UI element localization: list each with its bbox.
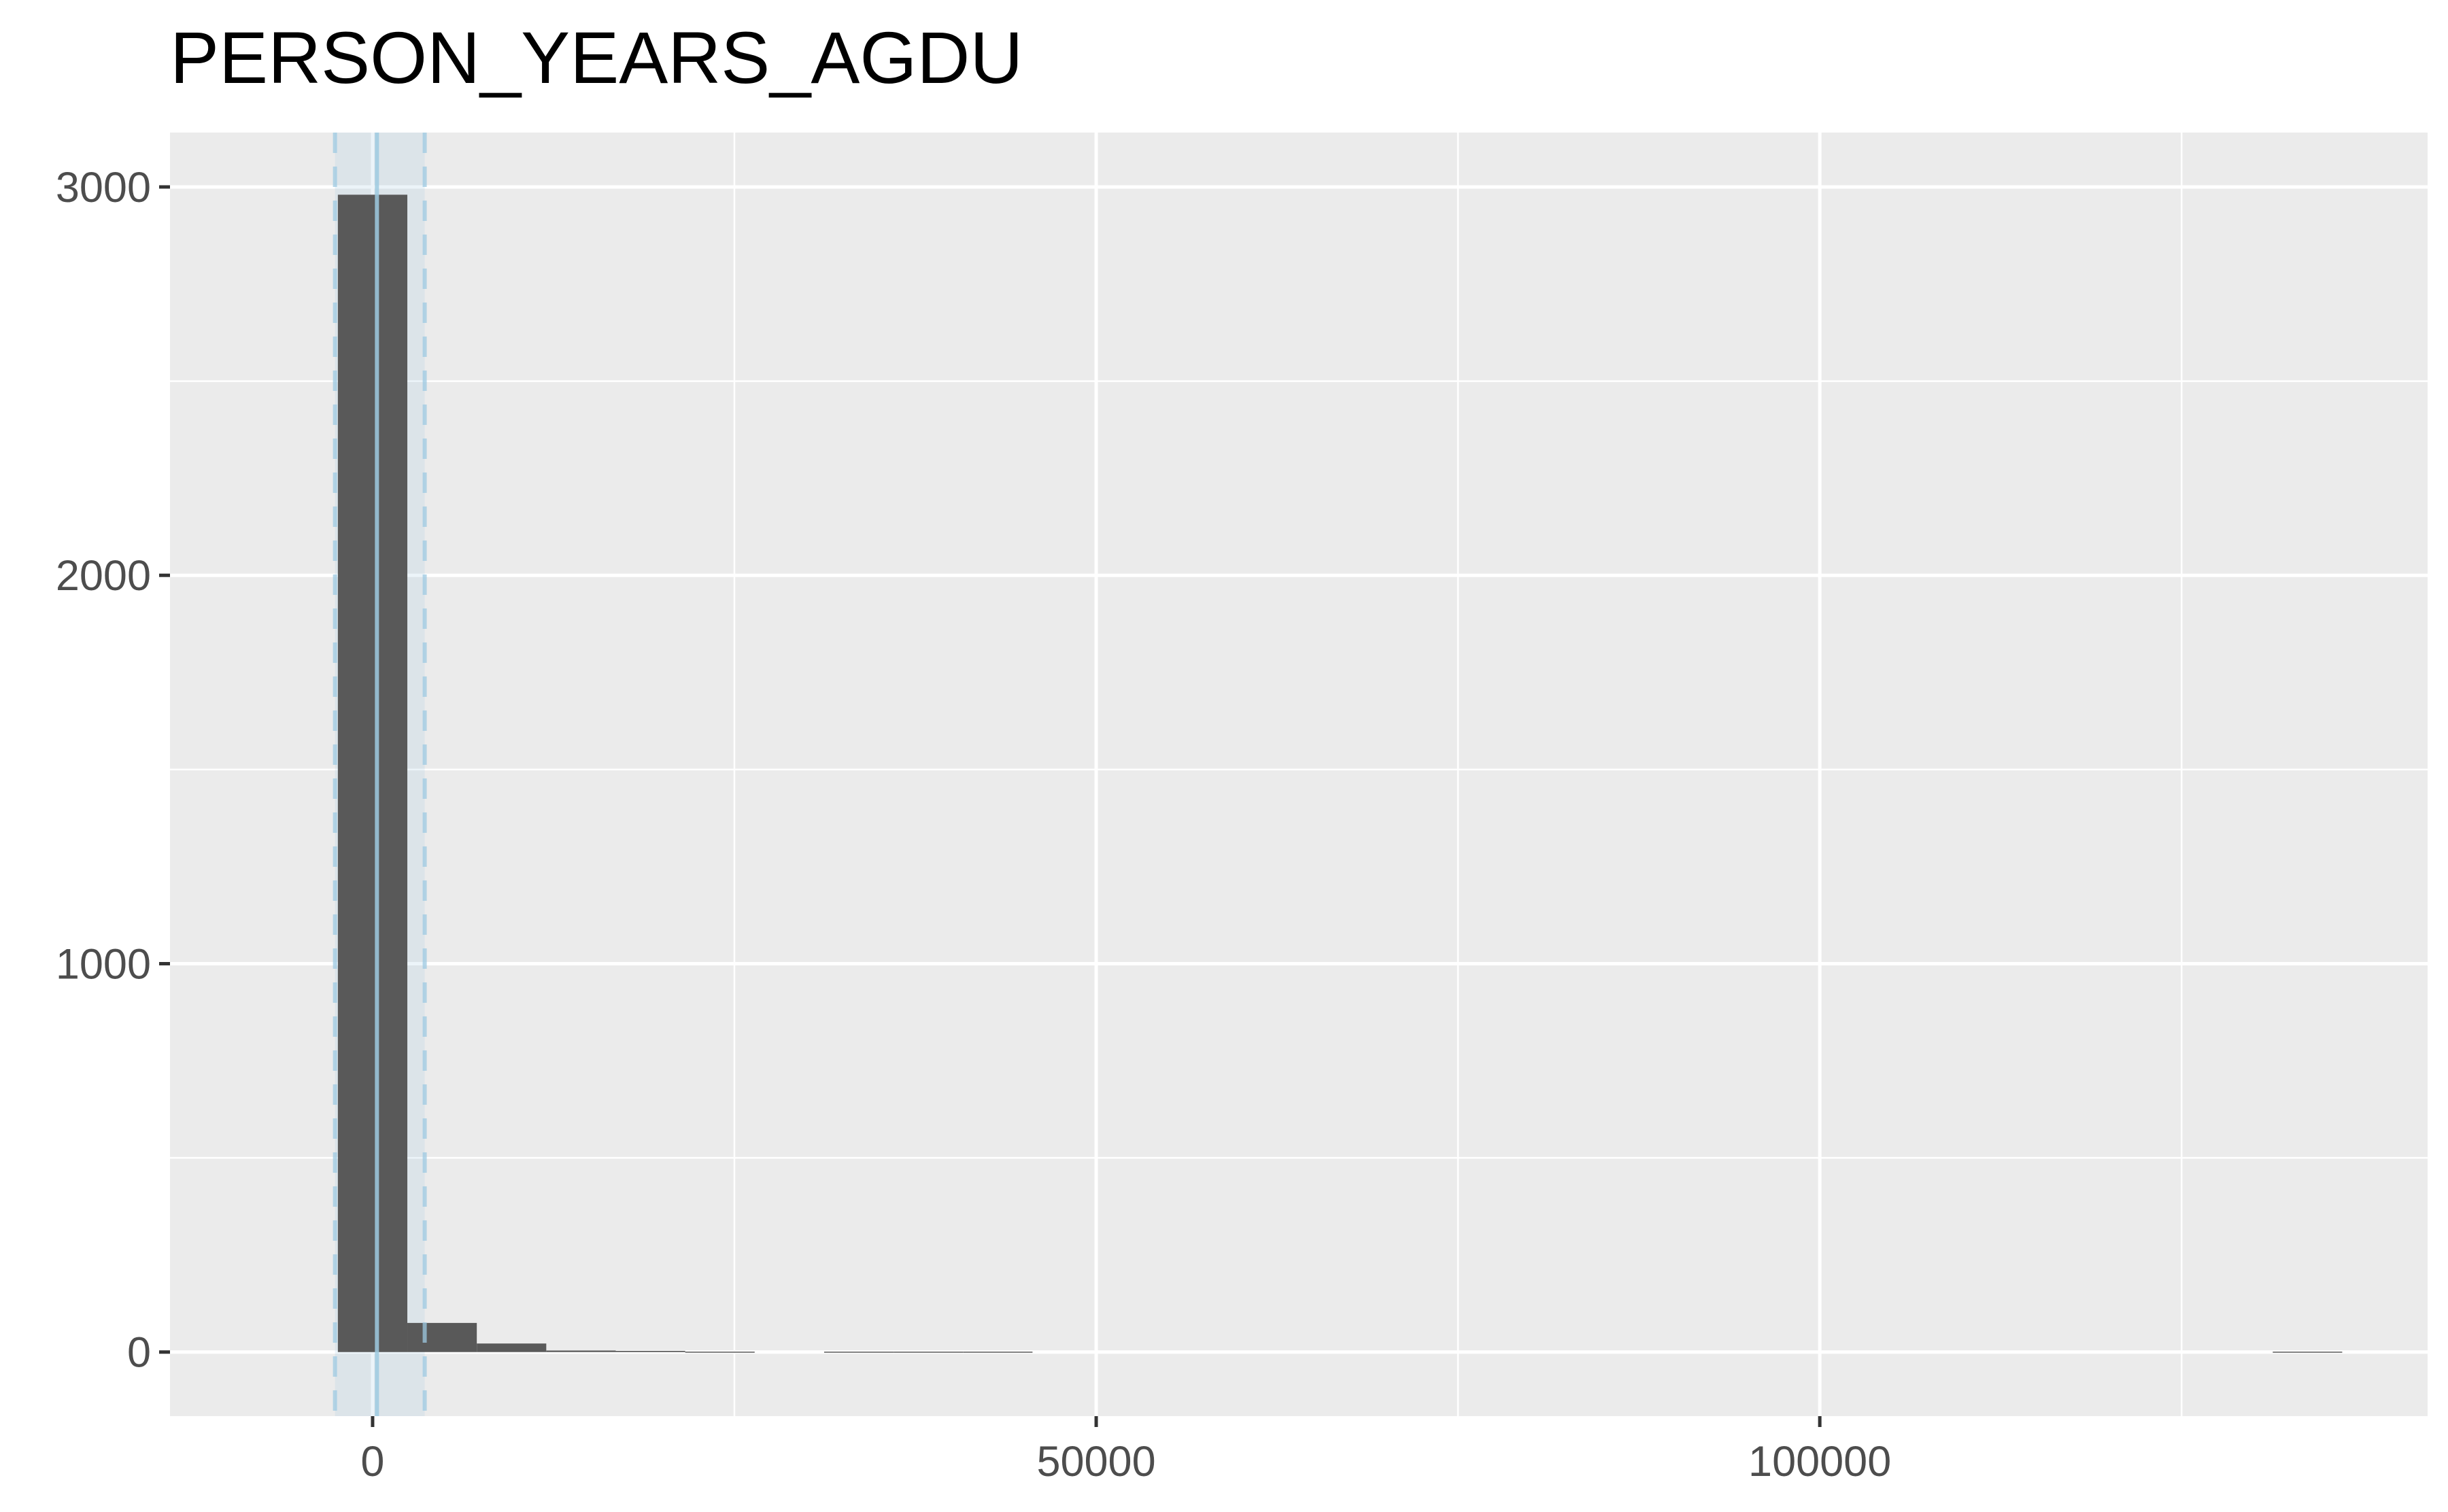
histogram-bar xyxy=(407,1322,477,1352)
histogram-bar xyxy=(615,1351,685,1352)
histogram-bar xyxy=(2273,1352,2343,1353)
minor-gridlines xyxy=(170,133,2428,1416)
histogram-bar xyxy=(894,1352,964,1353)
reference-lines xyxy=(333,133,427,1416)
histogram-bar xyxy=(546,1350,616,1352)
histogram-bar xyxy=(477,1343,547,1352)
plot-panel xyxy=(170,133,2428,1416)
histogram-bar xyxy=(963,1352,1033,1353)
histogram-bar xyxy=(823,1352,894,1353)
y-axis: 0 1000 2000 3000 xyxy=(56,164,170,1377)
x-tick-label: 0 xyxy=(360,1438,384,1485)
histogram-bar xyxy=(685,1352,755,1353)
chart-title: PERSON_YEARS_AGDU xyxy=(170,16,1023,99)
y-tick-label: 1000 xyxy=(56,940,151,988)
x-axis: 0 50000 100000 xyxy=(360,1416,1891,1485)
histogram-bars xyxy=(337,194,2343,1353)
y-tick-label: 2000 xyxy=(56,552,151,600)
x-tick-label: 100000 xyxy=(1748,1438,1891,1485)
histogram-bar xyxy=(337,194,408,1352)
y-tick-label: 0 xyxy=(127,1329,151,1377)
x-tick-label: 50000 xyxy=(1036,1438,1155,1485)
y-tick-label: 3000 xyxy=(56,164,151,211)
